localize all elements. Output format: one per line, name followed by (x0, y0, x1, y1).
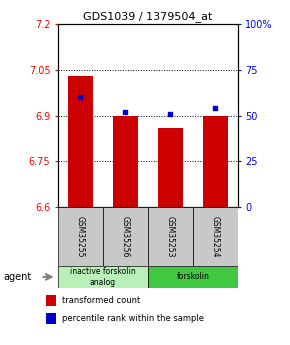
Text: agent: agent (3, 272, 31, 282)
Point (213, 106, 218, 111)
Bar (103, 207, 148, 266)
Bar (46, 295, 56, 306)
Bar (113, 116, 138, 207)
Point (168, 111, 173, 117)
Text: transformed count: transformed count (62, 296, 141, 305)
Point (78, 95, 83, 100)
Bar (68, 76, 93, 207)
Bar (58, 266, 148, 288)
Point (123, 109, 128, 115)
Text: GSM35256: GSM35256 (121, 216, 130, 257)
Bar (158, 128, 183, 207)
Bar (203, 116, 228, 207)
Bar (46, 313, 56, 324)
Text: GSM35253: GSM35253 (166, 216, 175, 257)
Bar (148, 266, 238, 288)
Bar (148, 207, 193, 266)
Bar (193, 207, 238, 266)
Text: percentile rank within the sample: percentile rank within the sample (62, 314, 204, 323)
Text: GSM35255: GSM35255 (76, 216, 85, 257)
Text: forskolin: forskolin (176, 272, 209, 282)
Text: GSM35254: GSM35254 (211, 216, 220, 257)
Title: GDS1039 / 1379504_at: GDS1039 / 1379504_at (83, 11, 213, 21)
Bar (58, 207, 103, 266)
Text: inactive forskolin
analog: inactive forskolin analog (70, 267, 136, 287)
